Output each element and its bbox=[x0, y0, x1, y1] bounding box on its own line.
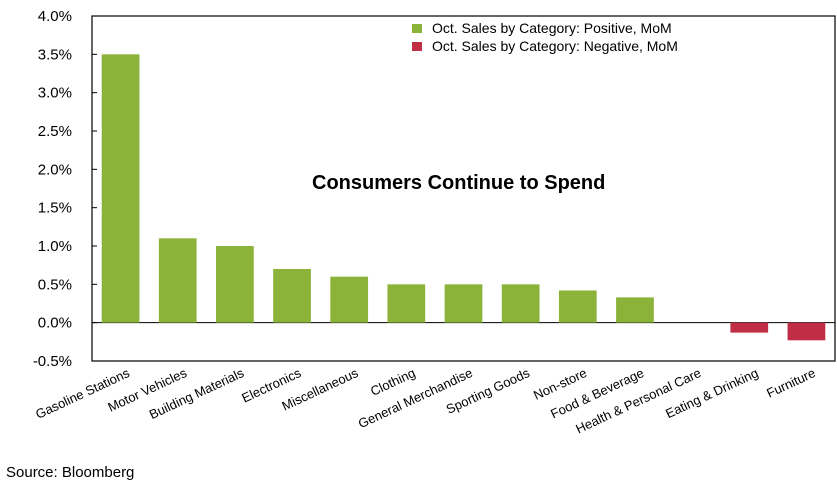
y-tick-label: 3.5% bbox=[38, 46, 72, 63]
y-axis: -0.5% 0.0% 0.5% 1.0% 1.5% 2.0% 2.5% 3.0% 3.5% 4.0… bbox=[33, 8, 97, 370]
y-tick-label: 1.0% bbox=[38, 238, 72, 255]
bar bbox=[501, 284, 540, 323]
y-tick-label: 4.0% bbox=[38, 8, 72, 25]
legend-label-positive: Oct. Sales by Category: Positive, MoM bbox=[432, 20, 672, 36]
y-tick-label: 1.5% bbox=[38, 200, 72, 217]
legend-swatch-positive bbox=[412, 24, 422, 33]
y-tick-label: -0.5% bbox=[33, 353, 72, 370]
bar bbox=[216, 246, 254, 323]
x-category-label: Furniture bbox=[764, 365, 817, 401]
legend-label-negative: Oct. Sales by Category: Negative, MoM bbox=[432, 38, 678, 54]
bar bbox=[787, 322, 826, 341]
bar bbox=[730, 322, 769, 333]
bar bbox=[558, 290, 597, 323]
bar bbox=[330, 276, 369, 323]
y-tick-label: 0.5% bbox=[38, 276, 72, 293]
y-tick-label: 0.0% bbox=[38, 315, 72, 332]
legend-swatch-negative bbox=[412, 42, 422, 51]
y-tick-label: 2.0% bbox=[38, 161, 72, 178]
bar bbox=[616, 297, 654, 323]
x-category-label: Gasoline Stations bbox=[33, 365, 132, 422]
bar bbox=[158, 238, 197, 323]
bar bbox=[101, 54, 140, 323]
source-note: Source: Bloomberg bbox=[6, 464, 135, 481]
x-category-label: Building Materials bbox=[147, 365, 247, 422]
chart-title: Consumers Continue to Spend bbox=[312, 172, 605, 194]
y-tick-label: 3.0% bbox=[38, 85, 72, 102]
bar bbox=[444, 284, 483, 323]
bar bbox=[387, 284, 426, 323]
legend: Oct. Sales by Category: Positive, MoM Oc… bbox=[412, 20, 678, 54]
bars-group bbox=[101, 54, 826, 341]
bar bbox=[273, 269, 311, 323]
y-tick-label: 2.5% bbox=[38, 123, 72, 140]
